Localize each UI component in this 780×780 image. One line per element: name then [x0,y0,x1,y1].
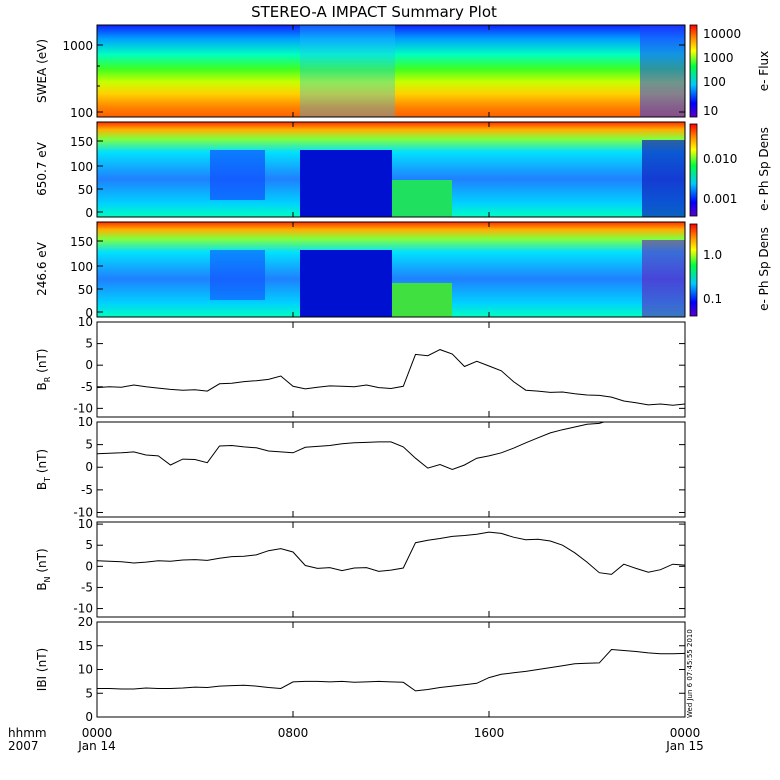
bmag-frame [96,621,686,718]
pad650-cbar-label: e- Ph Sp Dens [757,127,771,211]
bt-ytick-label: -5 [81,483,93,497]
bmag-series-line [97,648,685,692]
swea-colorbar [689,24,698,118]
swea-late-blue [640,25,685,117]
bmag-ytick-label: 5 [85,686,93,700]
pad246-green-block [392,283,452,317]
br-ytick-label: -10 [73,401,93,415]
swea-ytick-1000: 1000 [62,39,93,53]
bn-panel: 10 5 0 -5 -10 BN (nT) [35,517,686,618]
bn-series-line [97,531,685,575]
bmag-ytick-label: 10 [78,663,93,677]
br-ytick-label: 5 [85,337,93,351]
timestamp-label: Wed Jun 6 07:45:55 2010 [686,629,694,718]
swea-dropout-band [300,25,395,117]
br-ylabel: BR (nT) [35,349,52,391]
pad650-ytick-100: 100 [70,160,93,174]
pad650-colorbar [689,123,698,217]
xaxis-unit-label: hhmm [8,726,47,740]
br-ytick-label: 10 [78,315,93,329]
pad650-ytick-50: 50 [78,183,93,197]
swea-frame [96,24,686,118]
swea-yticks [97,44,685,113]
bn-ytick-label: -5 [81,580,93,594]
br-ytick-label: 0 [85,358,93,372]
br-series-line [97,349,685,406]
swea-ytick-100: 100 [70,106,93,120]
pad246-cbar-label: e- Ph Sp Dens [757,227,771,311]
swea-cbar-tick-10000: 10000 [703,27,741,41]
bmag-ylabel: IBI (nT) [35,648,49,691]
pad246-ytick-100: 100 [70,260,93,274]
swea-cbar-label: e- Flux [757,51,771,91]
bmag-ytick-label: 20 [78,615,93,629]
pad650-ylabel: 650.7 eV [35,141,49,196]
pad246-ytick-0: 0 [85,306,93,320]
pad650-ytick-150: 150 [70,135,93,149]
pad246-panel: 150 100 50 0 246.6 eV 1.0 0.1 e- Ph Sp D… [35,221,771,320]
bt-series-line [97,422,606,471]
swea-cbar-tick-100: 100 [703,75,726,89]
bt-ytick-label: 0 [85,460,93,474]
pad246-frame [96,221,686,318]
br-panel: 10 5 0 -5 -10 BR (nT) [35,315,686,418]
xtick-label-0800: 0800 [278,726,309,740]
pad246-late-block [642,240,685,317]
pad246-colorbar [689,223,698,317]
bn-frame [96,521,686,618]
bt-frame [96,421,686,518]
swea-cbar-tick-1000: 1000 [703,51,734,65]
swea-ylabel: SWEA (eV) [35,39,49,103]
pad246-cbar-tick-0.1: 0.1 [703,292,722,306]
pad650-cbar-tick-0.010: 0.010 [703,152,737,166]
pad246-ylabel: 246.6 eV [35,241,49,296]
xtick-label-1600: 1600 [474,726,505,740]
pad650-cbar-tick-0.001: 0.001 [703,192,737,206]
bt-ytick-label: 10 [78,415,93,429]
bn-ylabel: BN (nT) [35,548,52,590]
swea-panel: 1000 100 SWEA (eV) 10000 1000 100 10 e- … [35,24,771,120]
xtick-date-jan15: Jan 15 [665,739,704,753]
pad650-ytick-0: 0 [85,206,93,220]
pad650-panel: 150 100 50 0 650.7 eV 0.010 0.001 e- Ph … [35,121,771,220]
pad246-blue-block [210,250,265,300]
xtick-date-jan14: Jan 14 [77,739,116,753]
bmag-ytick-label: 0 [85,710,93,724]
pad246-cbar-tick-1.0: 1.0 [703,248,722,262]
xtick-label-0000: 0000 [82,726,113,740]
bt-ylabel: BT (nT) [35,449,52,490]
bt-ytick-label: -10 [73,505,93,519]
br-frame [96,321,686,418]
bn-ytick-label: 10 [78,517,93,531]
pad650-green-block [392,180,452,217]
plot-title: STEREO-A IMPACT Summary Plot [251,3,497,21]
bn-ytick-label: 0 [85,559,93,573]
swea-cbar-tick-10: 10 [703,104,718,118]
pad650-dark-block [300,150,392,217]
pad650-frame [96,121,686,218]
bn-ytick-label: 5 [85,538,93,552]
bt-panel: 10 5 0 -5 -10 BT (nT) [35,415,686,519]
pad246-ytick-150: 150 [70,235,93,249]
xaxis-year-label: 2007 [8,739,39,753]
pad246-yticks [97,240,103,313]
pad246-dark-block [300,250,392,317]
pad246-ytick-50: 50 [78,283,93,297]
pad650-blue-block [210,150,265,200]
bt-ytick-label: 5 [85,438,93,452]
bmag-panel: 20 15 10 5 0 IBI (nT) [35,615,686,724]
pad650-late-block [642,140,685,217]
bn-ytick-label: -10 [73,602,93,616]
br-ytick-label: -5 [81,380,93,394]
magnetic-field-panels: 10 5 0 -5 -10 BR (nT) 10 5 0 -5 -10 BT (nT) 10 5 0 -5 -1… [35,315,686,724]
swea-spectrogram [97,25,685,117]
xtick-label-0000-end: 0000 [670,726,701,740]
pad650-yticks [97,140,103,213]
x-axis: hhmm 2007 0000 0800 1600 0000 Jan 14 Jan… [8,726,704,753]
bmag-ytick-label: 15 [78,639,93,653]
